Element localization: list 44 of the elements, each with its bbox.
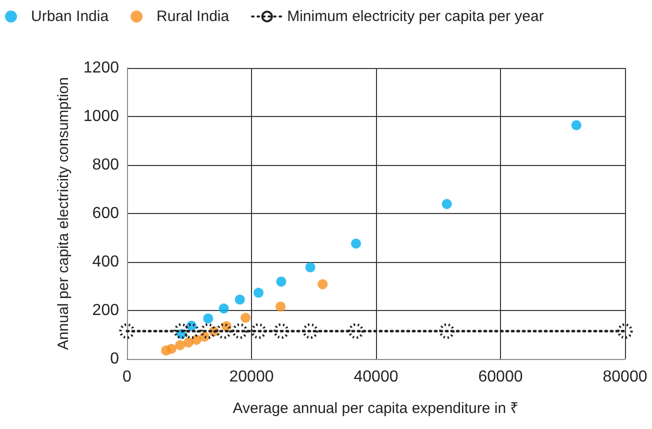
- y-tick-label: 600: [92, 205, 120, 222]
- y-axis-title: Annual per capita electricity consumption: [55, 77, 72, 350]
- point: [617, 323, 633, 339]
- point: [318, 279, 328, 290]
- point: [184, 323, 200, 339]
- point: [200, 323, 216, 339]
- point: [439, 323, 455, 339]
- x-tick-label: 80000: [602, 368, 648, 386]
- x-axis-title: Average annual per capita expenditure in ₹: [232, 400, 520, 417]
- y-tick-label: 1000: [83, 108, 120, 125]
- legend-label: Urban India: [31, 8, 110, 25]
- x-tick-label: 20000: [229, 368, 274, 386]
- point: [203, 314, 214, 324]
- point: [302, 323, 318, 339]
- point: [216, 323, 232, 339]
- legend-label: Minimum electricity per capita per year: [287, 8, 544, 25]
- point: [348, 323, 364, 339]
- y-tick-label: 1200: [83, 60, 120, 76]
- y-tick-label: 0: [110, 350, 120, 368]
- point: [175, 340, 186, 350]
- point: [250, 323, 266, 339]
- point: [240, 312, 251, 323]
- point: [232, 323, 248, 339]
- point: [351, 238, 362, 249]
- point: [183, 338, 194, 348]
- point: [234, 294, 245, 305]
- point: [119, 323, 135, 339]
- x-tick-label: 0: [122, 368, 132, 386]
- y-tick-label: 200: [92, 302, 120, 319]
- point: [571, 120, 582, 130]
- point: [305, 262, 316, 272]
- y-tick-label: 400: [92, 254, 120, 270]
- point: [254, 288, 264, 298]
- y-tick-label: 800: [92, 156, 120, 174]
- point: [276, 276, 286, 287]
- legend-label: Rural India: [156, 8, 230, 25]
- x-tick-label: 60000: [478, 368, 523, 386]
- point: [442, 199, 452, 210]
- x-tick-label: 40000: [354, 368, 398, 386]
- point: [174, 323, 190, 339]
- point: [218, 304, 229, 314]
- point: [166, 344, 176, 354]
- point: [276, 302, 286, 312]
- point: [274, 323, 290, 339]
